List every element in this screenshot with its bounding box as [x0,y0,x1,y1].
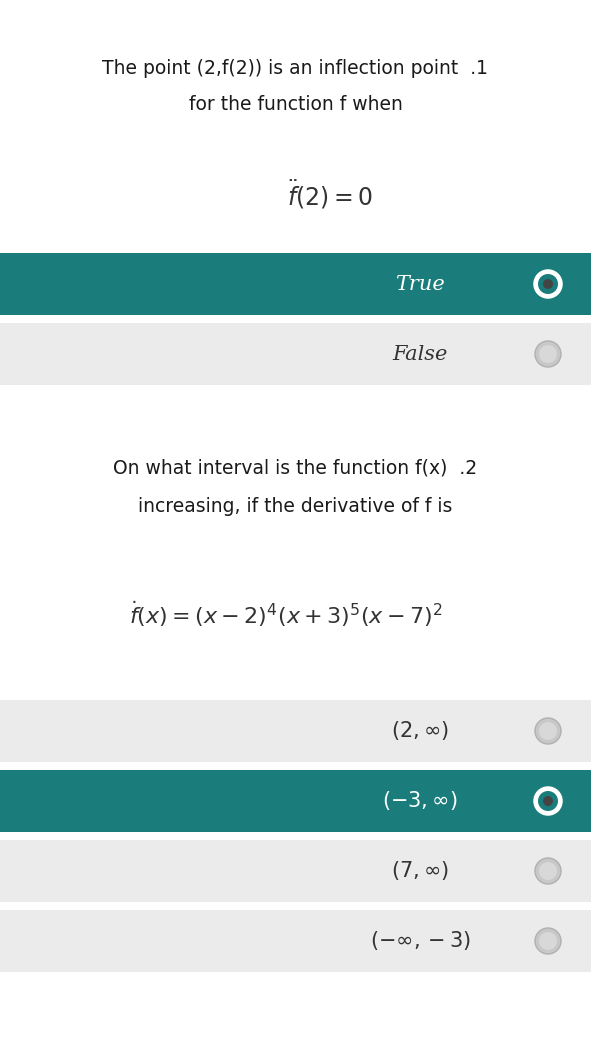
FancyBboxPatch shape [0,840,591,902]
FancyBboxPatch shape [0,700,591,762]
Text: $(-\infty, -3)$: $(-\infty, -3)$ [369,929,470,952]
Circle shape [535,271,561,297]
Text: $\ddot{f}(2) = 0$: $\ddot{f}(2) = 0$ [287,178,373,212]
Text: $(-3, \infty)$: $(-3, \infty)$ [382,790,457,813]
Circle shape [539,345,557,363]
Circle shape [535,788,561,814]
Circle shape [535,718,561,744]
Circle shape [543,279,553,290]
Text: increasing, if the derivative of f is: increasing, if the derivative of f is [138,496,453,515]
Text: True: True [395,275,445,294]
Circle shape [535,341,561,367]
Text: The point (2,f(2)) is an inflection point  .1: The point (2,f(2)) is an inflection poin… [102,59,489,78]
Circle shape [539,722,557,740]
Text: $(2, \infty)$: $(2, \infty)$ [391,720,449,743]
Text: False: False [392,344,448,364]
FancyBboxPatch shape [0,770,591,832]
Text: On what interval is the function f(x)  .2: On what interval is the function f(x) .2 [113,458,478,477]
FancyBboxPatch shape [0,323,591,385]
FancyBboxPatch shape [0,253,591,315]
Circle shape [538,274,558,294]
Circle shape [539,932,557,950]
FancyBboxPatch shape [0,909,591,972]
Text: $\dot{f}(x) = (x - 2)^4 (x + 3)^5 (x - 7)^2$: $\dot{f}(x) = (x - 2)^4 (x + 3)^5 (x - 7… [129,599,442,629]
Circle shape [535,928,561,954]
Circle shape [538,791,558,811]
Text: for the function f when: for the function f when [189,95,402,114]
Circle shape [539,862,557,880]
Text: $(7, \infty)$: $(7, \infty)$ [391,859,449,882]
Circle shape [543,796,553,806]
Circle shape [535,858,561,884]
